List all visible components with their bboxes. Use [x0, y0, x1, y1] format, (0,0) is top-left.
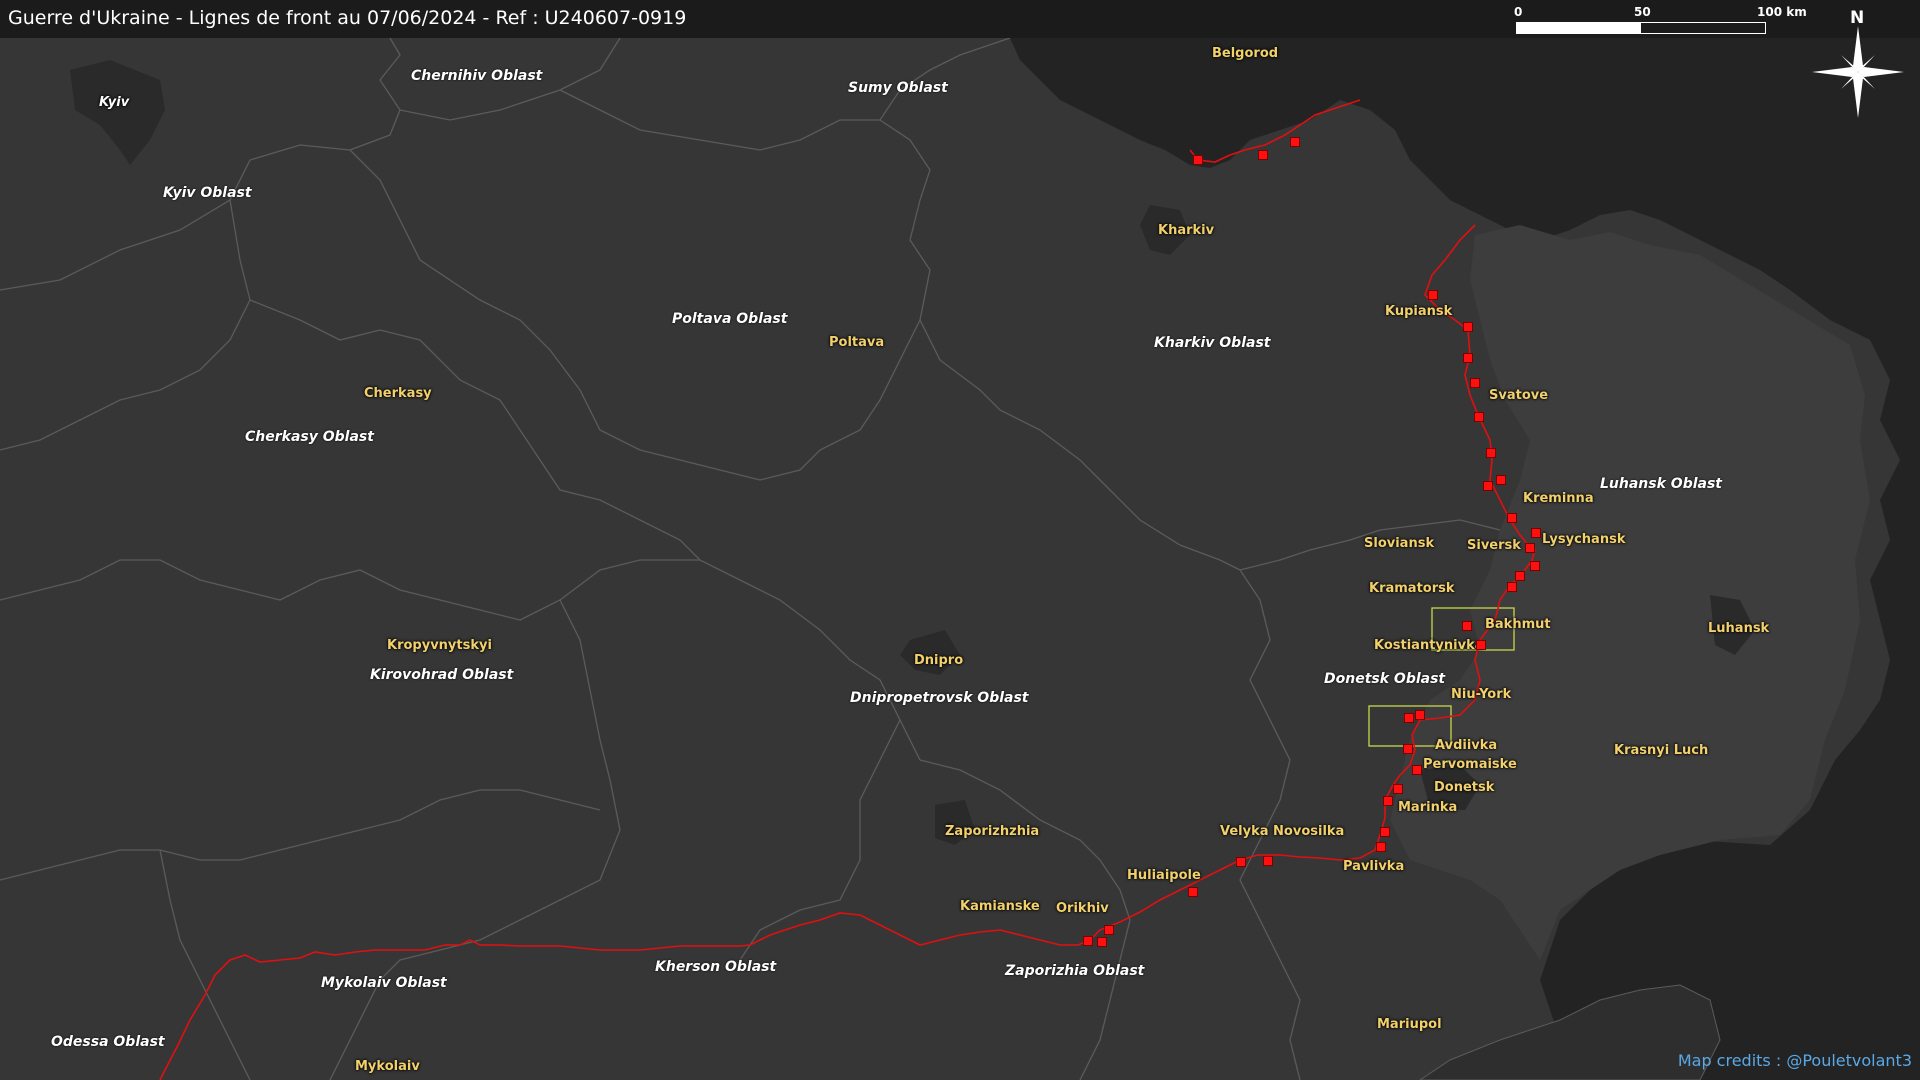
sea-of-azov-coast	[1419, 984, 1721, 1080]
front-marker	[1515, 571, 1525, 581]
compass-rose-icon	[1812, 26, 1904, 118]
city-areas	[70, 60, 1755, 845]
front-marker	[1412, 765, 1422, 775]
city-label-belgorod: Belgorod	[1212, 46, 1279, 61]
oblast-label-mykolaiv: Mykolaiv Oblast	[321, 975, 447, 991]
front-marker	[1097, 937, 1107, 947]
oblast-label-zaporizhia: Zaporizhia Oblast	[1005, 963, 1145, 979]
north-arrow: N	[1808, 6, 1908, 126]
city-label-siversk: Siversk	[1467, 538, 1521, 553]
front-marker	[1258, 150, 1268, 160]
city-label-cherkasy: Cherkasy	[364, 386, 432, 401]
front-marker	[1462, 621, 1472, 631]
city-label-poltava: Poltava	[829, 335, 885, 350]
front-marker	[1236, 857, 1246, 867]
front-marker	[1290, 137, 1300, 147]
russia-territory	[1010, 38, 1920, 1080]
city-label-lysychansk: Lysychansk	[1542, 532, 1626, 547]
oblast-label-kirovohrad: Kirovohrad Oblast	[370, 667, 514, 683]
city-label-pervomaiske: Pervomaiske	[1423, 757, 1517, 772]
city-label-mariupol: Mariupol	[1377, 1017, 1442, 1032]
city-label-kharkiv: Kharkiv	[1158, 223, 1215, 238]
front-marker	[1376, 842, 1386, 852]
oblast-label-sumy: Sumy Oblast	[848, 80, 948, 96]
oblast-label-poltava: Poltava Oblast	[672, 311, 788, 327]
front-marker	[1507, 513, 1517, 523]
city-label-orikhiv: Orikhiv	[1056, 901, 1109, 916]
oblast-boundaries	[0, 37, 1501, 1080]
front-marker	[1403, 744, 1413, 754]
city-label-kupiansk: Kupiansk	[1385, 304, 1453, 319]
front-marker	[1383, 796, 1393, 806]
map-title: Guerre d'Ukraine - Lignes de front au 07…	[8, 7, 687, 29]
city-label-marinka: Marinka	[1398, 800, 1458, 815]
scale-label-50: 50	[1634, 5, 1651, 19]
city-label-dnipro: Dnipro	[914, 653, 964, 668]
front-marker	[1380, 827, 1390, 837]
city-label-avdiivka: Avdiivka	[1435, 738, 1498, 753]
front-marker	[1188, 887, 1198, 897]
oblast-label-cherkasy: Cherkasy Oblast	[245, 429, 374, 445]
front-marker	[1463, 322, 1473, 332]
city-label-kostiantynivka: Kostiantynivka	[1374, 638, 1484, 653]
city-label-zaporizhzhia: Zaporizhzhia	[945, 824, 1040, 839]
oblast-label-odessa: Odessa Oblast	[51, 1034, 165, 1050]
front-marker	[1104, 925, 1114, 935]
city-label-kropyvnytskyi: Kropyvnytskyi	[387, 638, 492, 653]
front-marker	[1263, 856, 1273, 866]
highlight-box-bakhmut	[1431, 607, 1515, 651]
scale-bar-fill	[1517, 23, 1641, 33]
city-label-krasnyi-luch: Krasnyi Luch	[1614, 743, 1709, 758]
city-label-donetsk: Donetsk	[1434, 780, 1495, 795]
front-marker	[1496, 475, 1506, 485]
oblast-label-donetsk: Donetsk Oblast	[1324, 671, 1446, 687]
city-label-kamianske: Kamianske	[960, 899, 1040, 914]
front-marker	[1507, 582, 1517, 592]
front-marker	[1476, 640, 1486, 650]
city-label-pavlivka: Pavlivka	[1343, 859, 1405, 874]
front-marker	[1525, 543, 1535, 553]
map-credits[interactable]: Map credits : @Pouletvolant3	[1677, 1051, 1912, 1070]
front-marker	[1531, 528, 1541, 538]
front-marker	[1393, 784, 1403, 794]
front-marker	[1463, 353, 1473, 363]
city-label-huliaipole: Huliaipole	[1127, 868, 1201, 883]
scale-bar	[1516, 22, 1766, 34]
oblast-label-luhansk: Luhansk Oblast	[1600, 476, 1722, 492]
city-label-kyiv: Kyiv	[99, 95, 130, 110]
front-marker	[1530, 561, 1540, 571]
oblast-label-kyiv: Kyiv Oblast	[163, 185, 252, 201]
north-label: N	[1850, 8, 1865, 28]
front-marker	[1404, 713, 1414, 723]
front-marker	[1474, 412, 1484, 422]
oblast-label-dnipropetrovsk: Dnipropetrovsk Oblast	[850, 690, 1029, 706]
city-label-luhansk: Luhansk	[1708, 621, 1770, 636]
luhansk-occupied-zone	[1390, 225, 1870, 960]
city-label-kreminna: Kreminna	[1523, 491, 1594, 506]
oblast-label-kharkiv: Kharkiv Oblast	[1154, 335, 1271, 351]
city-label-sloviansk: Sloviansk	[1364, 536, 1435, 551]
scale-label-100: 100 km	[1757, 5, 1807, 19]
front-marker	[1470, 378, 1480, 388]
front-marker	[1428, 290, 1438, 300]
city-label-kramatorsk: Kramatorsk	[1369, 581, 1455, 596]
oblast-label-chernihiv: Chernihiv Oblast	[411, 68, 543, 84]
city-label-bakhmut: Bakhmut	[1485, 617, 1551, 632]
oblast-label-kherson: Kherson Oblast	[655, 959, 777, 975]
city-label-niu-york: Niu-York	[1451, 687, 1512, 702]
city-label-mykolaiv: Mykolaiv	[355, 1059, 420, 1074]
scale-label-0: 0	[1514, 5, 1523, 19]
front-marker	[1193, 155, 1203, 165]
city-label-svatove: Svatove	[1489, 388, 1549, 403]
front-marker	[1083, 936, 1093, 946]
front-marker	[1486, 448, 1496, 458]
city-label-velyka-novosilka: Velyka Novosilka	[1220, 824, 1345, 839]
front-marker	[1483, 481, 1493, 491]
front-marker	[1415, 710, 1425, 720]
